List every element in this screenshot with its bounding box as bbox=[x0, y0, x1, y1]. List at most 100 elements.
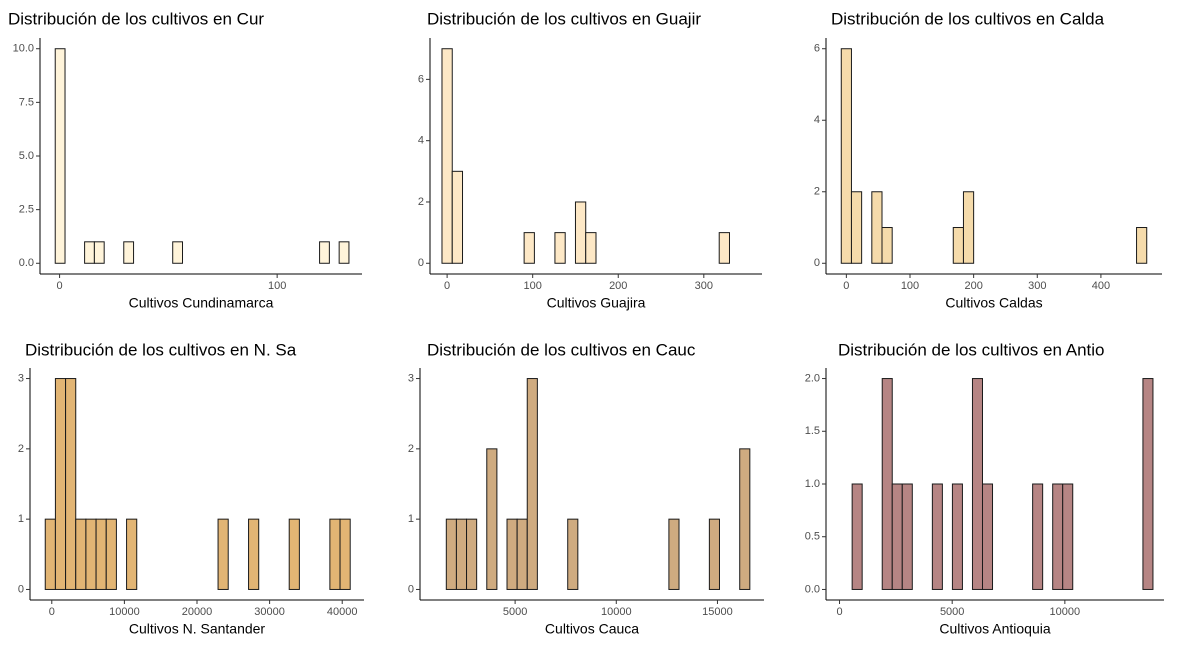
x-tick-label: 100 bbox=[901, 280, 919, 292]
x-axis-label: Cultivos Guajira bbox=[547, 295, 646, 311]
bar bbox=[84, 241, 95, 264]
y-tick-label: 2.0 bbox=[805, 372, 820, 384]
x-axis-label: Cultivos Antioquia bbox=[939, 621, 1051, 637]
x-tick-label: 5000 bbox=[940, 606, 964, 618]
bar bbox=[319, 241, 330, 264]
bar bbox=[486, 448, 498, 590]
bar bbox=[971, 378, 983, 590]
bar bbox=[1052, 483, 1064, 590]
bar bbox=[668, 518, 680, 590]
bar bbox=[851, 483, 863, 590]
x-tick-label: 0 bbox=[444, 280, 450, 292]
y-tick-label: 6 bbox=[814, 43, 820, 55]
x-tick-label: 10000 bbox=[1050, 606, 1081, 618]
y-tick-label: 4 bbox=[418, 135, 424, 147]
x-tick-label: 10000 bbox=[109, 606, 140, 618]
bar bbox=[441, 48, 453, 264]
x-tick-label: 100 bbox=[524, 280, 542, 292]
x-tick-label: 300 bbox=[1028, 280, 1046, 292]
bar bbox=[951, 483, 963, 590]
y-tick-label: 0 bbox=[814, 257, 820, 269]
bar bbox=[881, 227, 893, 264]
x-tick-label: 0 bbox=[843, 280, 849, 292]
bar bbox=[881, 378, 893, 590]
bar bbox=[739, 448, 751, 590]
bar bbox=[93, 241, 105, 264]
y-tick-label: 2 bbox=[418, 196, 424, 208]
x-tick-label: 15000 bbox=[702, 606, 733, 618]
x-axis-label: Cultivos N. Santander bbox=[129, 621, 266, 637]
bar bbox=[554, 232, 566, 264]
bar bbox=[981, 483, 994, 590]
bar bbox=[85, 518, 97, 590]
y-tick-label: 7.5 bbox=[19, 96, 34, 108]
y-tick-label: 4 bbox=[814, 114, 820, 126]
bar bbox=[455, 518, 468, 590]
bar bbox=[526, 378, 538, 590]
x-tick-label: 5000 bbox=[503, 606, 527, 618]
bar bbox=[1062, 483, 1074, 590]
chart-title: Distribución de los cultivos en Guajir bbox=[427, 9, 701, 28]
chart-title: Distribución de los cultivos en Cur bbox=[8, 9, 264, 28]
x-tick-label: 20000 bbox=[182, 606, 213, 618]
bar bbox=[901, 483, 913, 590]
x-tick-label: 200 bbox=[609, 280, 627, 292]
y-tick-label: 1.5 bbox=[805, 425, 820, 437]
y-tick-label: 0.0 bbox=[805, 583, 820, 595]
y-tick-label: 3 bbox=[18, 372, 24, 384]
bar bbox=[123, 241, 135, 264]
y-tick-label: 0.0 bbox=[19, 257, 34, 269]
bar bbox=[516, 518, 528, 590]
y-tick-label: 2 bbox=[408, 443, 414, 455]
y-tick-label: 0.5 bbox=[805, 531, 820, 543]
x-axis-label: Cultivos Cauca bbox=[545, 621, 639, 637]
bar bbox=[850, 191, 863, 264]
bar bbox=[708, 518, 720, 590]
x-tick-label: 0 bbox=[57, 280, 63, 292]
bar bbox=[567, 518, 579, 590]
bar bbox=[44, 518, 56, 590]
y-tick-label: 10.0 bbox=[13, 43, 34, 55]
bar bbox=[172, 241, 184, 264]
bar bbox=[288, 518, 300, 590]
bar bbox=[329, 518, 341, 590]
bar bbox=[126, 518, 138, 590]
y-tick-label: 0 bbox=[408, 583, 414, 595]
bar bbox=[54, 378, 67, 590]
bar bbox=[466, 518, 478, 590]
chart-title: Distribución de los cultivos en N. Sa bbox=[25, 340, 297, 359]
y-tick-label: 6 bbox=[418, 73, 424, 85]
bar bbox=[339, 518, 351, 590]
x-tick-label: 0 bbox=[836, 606, 842, 618]
bar bbox=[871, 191, 883, 264]
chart-title: Distribución de los cultivos en Antio bbox=[838, 340, 1104, 359]
y-tick-label: 0 bbox=[418, 257, 424, 269]
bar bbox=[585, 232, 597, 264]
y-tick-label: 2 bbox=[814, 186, 820, 198]
chart-title: Distribución de los cultivos en Cauc bbox=[427, 340, 696, 359]
bar bbox=[338, 241, 350, 264]
bar bbox=[962, 191, 975, 264]
bar bbox=[1136, 227, 1148, 264]
x-tick-label: 300 bbox=[695, 280, 713, 292]
bar bbox=[65, 378, 77, 590]
y-tick-label: 0 bbox=[18, 583, 24, 595]
bar bbox=[840, 48, 852, 264]
bar bbox=[718, 232, 730, 264]
bar bbox=[891, 483, 903, 590]
bar bbox=[54, 48, 66, 264]
y-tick-label: 3 bbox=[408, 372, 414, 384]
x-axis-label: Cultivos Caldas bbox=[945, 295, 1042, 311]
chart-title: Distribución de los cultivos en Calda bbox=[831, 9, 1105, 28]
bar bbox=[506, 518, 518, 590]
bar bbox=[248, 518, 260, 590]
y-tick-label: 1.0 bbox=[805, 478, 820, 490]
x-axis-label: Cultivos Cundinamarca bbox=[129, 295, 274, 311]
x-tick-label: 10000 bbox=[601, 606, 632, 618]
y-tick-label: 5.0 bbox=[19, 150, 34, 162]
x-tick-label: 200 bbox=[964, 280, 982, 292]
x-tick-label: 0 bbox=[49, 606, 55, 618]
y-tick-label: 1 bbox=[408, 513, 414, 525]
bar bbox=[1032, 483, 1044, 590]
